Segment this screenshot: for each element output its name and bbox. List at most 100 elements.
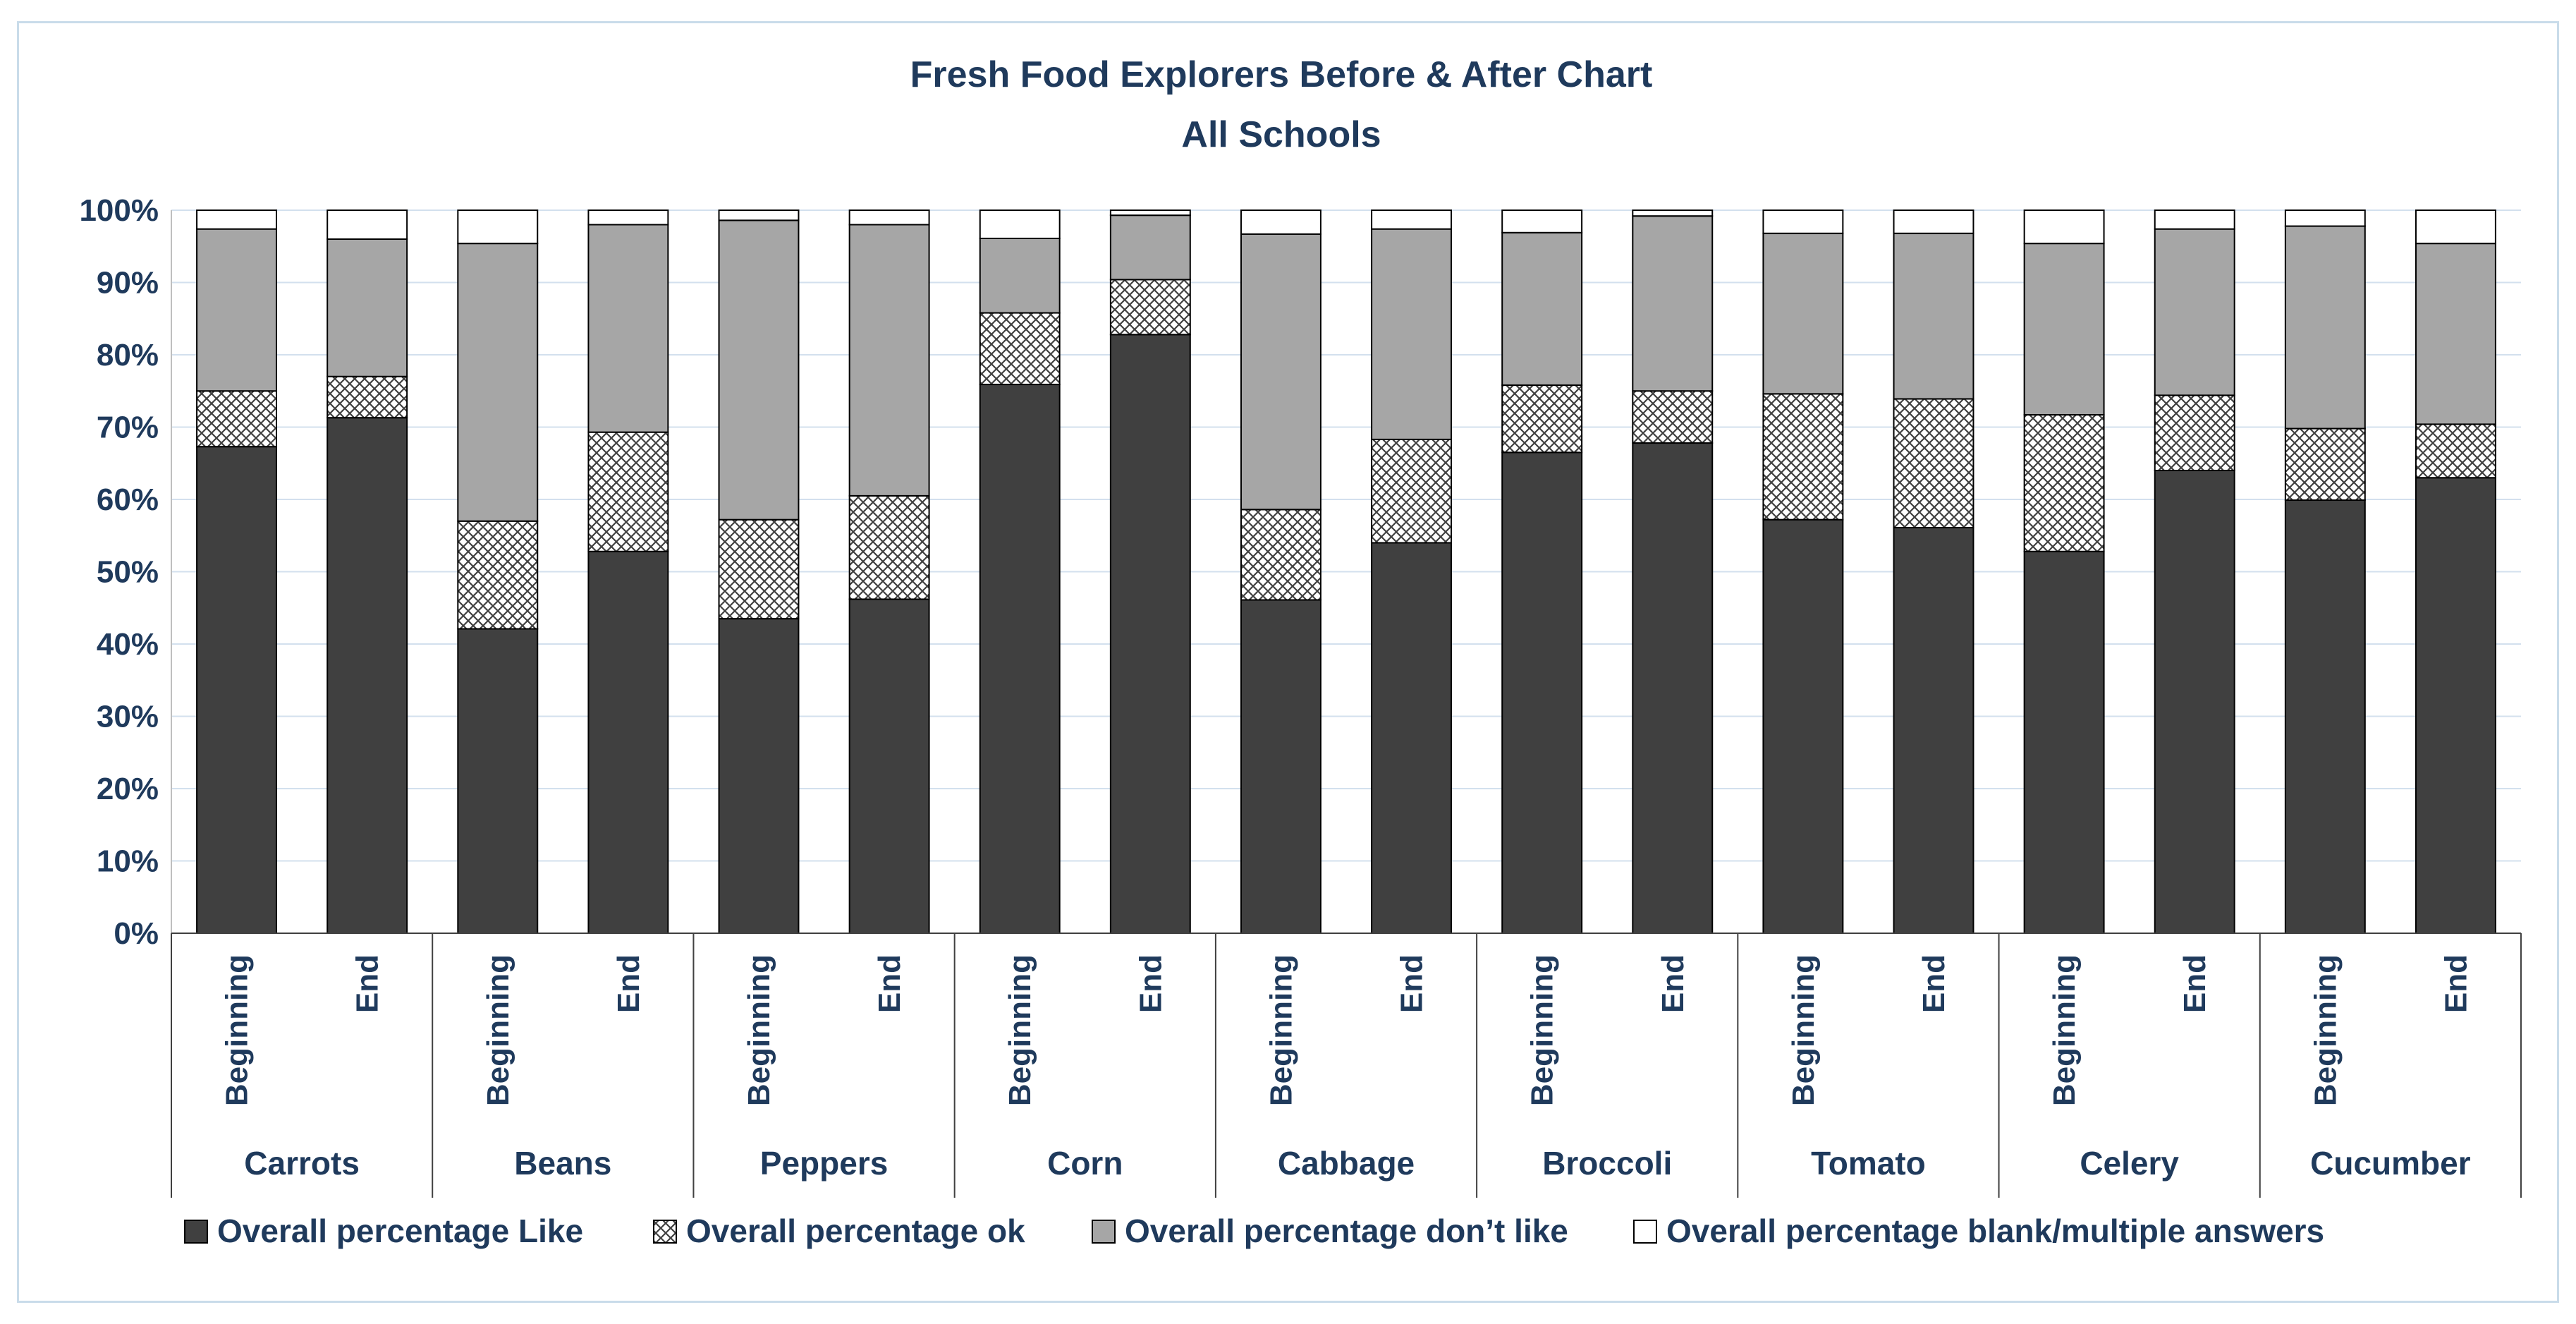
bar-segment <box>1632 215 1714 392</box>
bar-segment <box>2415 477 2496 934</box>
x-sub-category-label: Beginning <box>1264 954 1298 1106</box>
chart-frame: Fresh Food Explorers Before & After Char… <box>17 21 2559 1303</box>
bar-segment <box>2154 209 2235 230</box>
bar-segment <box>1632 390 1714 444</box>
bar-segment <box>1762 393 1844 521</box>
y-tick-label: 70% <box>97 411 159 445</box>
bar-segment <box>2154 394 2235 472</box>
y-tick-label: 80% <box>97 338 159 372</box>
bar-segment <box>1501 209 1583 233</box>
bar-segment <box>1109 334 1191 934</box>
bar-segment <box>979 237 1061 314</box>
bar-segment <box>1762 209 1844 234</box>
bar-segment <box>1109 209 1191 217</box>
bar-segment <box>1501 451 1583 934</box>
x-sub-category-label: Beginning <box>1525 954 1560 1106</box>
x-sub-category-label: End <box>1395 954 1429 1013</box>
x-sub-category-label: End <box>1917 954 1951 1013</box>
bar-segment <box>1371 228 1453 440</box>
bar-segment <box>326 375 408 419</box>
x-group-label: Broccoli <box>1542 1145 1672 1182</box>
chart-title: Fresh Food Explorers Before & After Char… <box>910 54 1653 95</box>
bar-segment <box>587 224 669 433</box>
x-group-label: Beans <box>514 1145 611 1182</box>
x-group-label: Celery <box>2080 1145 2179 1182</box>
y-tick-label: 60% <box>97 482 159 517</box>
x-sub-category-label: Beginning <box>481 954 515 1106</box>
bar-segment <box>848 224 930 497</box>
bar-segment <box>457 209 539 245</box>
bar-segment <box>326 417 408 934</box>
x-sub-category-label: Beginning <box>742 954 776 1106</box>
bar-segment <box>457 628 539 934</box>
x-group-label: Cabbage <box>1278 1145 1415 1182</box>
x-group-label: Corn <box>1047 1145 1123 1182</box>
bar-segment <box>1240 209 1321 235</box>
bar-segment <box>1632 442 1714 934</box>
x-group-label: Tomato <box>1811 1145 1926 1182</box>
legend-label: Overall percentage ok <box>686 1213 1025 1249</box>
bar-segment <box>2023 209 2105 245</box>
x-sub-category-label: End <box>611 954 646 1013</box>
bar-segment <box>1893 526 1974 934</box>
legend-label: Overall percentage blank/multiple answer… <box>1666 1213 2324 1249</box>
bar-segment <box>1501 231 1583 387</box>
x-sub-category-label: End <box>2178 954 2212 1013</box>
bar-segment <box>979 312 1061 386</box>
bar-segment <box>587 209 669 226</box>
x-sub-category-label: End <box>1133 954 1168 1013</box>
stacked-bar-chart: Fresh Food Explorers Before & After Char… <box>79 54 2522 1249</box>
bar-segment <box>718 209 800 221</box>
bar-segment <box>457 243 539 522</box>
x-group-label: Cucumber <box>2310 1145 2471 1182</box>
bar-segment <box>196 390 278 448</box>
legend-label: Overall percentage don’t like <box>1125 1213 1568 1249</box>
x-sub-category-label: End <box>872 954 907 1013</box>
x-sub-category-label: Beginning <box>2047 954 2082 1106</box>
bar-segment <box>718 618 800 934</box>
bar-segment <box>326 238 408 377</box>
bar-segment <box>2154 228 2235 396</box>
bar-segment <box>848 494 930 600</box>
bar-segment <box>587 550 669 934</box>
bar-segment <box>1371 209 1453 230</box>
bar-segment <box>2284 427 2366 502</box>
legend-label: Overall percentage Like <box>217 1213 583 1249</box>
y-tick-label: 20% <box>97 772 159 806</box>
bar-segment <box>2415 243 2496 425</box>
x-sub-category-label: Beginning <box>2308 954 2343 1106</box>
x-sub-category-label: End <box>1656 954 1690 1013</box>
y-tick-label: 100% <box>79 193 159 228</box>
bar-segment <box>196 209 278 230</box>
bar-segment <box>2284 209 2366 227</box>
y-tick-label: 10% <box>97 844 159 879</box>
bar-segment <box>1240 599 1321 934</box>
bar-segment <box>718 219 800 521</box>
bar-segment <box>848 598 930 934</box>
bar-segment <box>979 384 1061 934</box>
bar-segment <box>1893 209 1974 234</box>
bar-segment <box>1893 232 1974 400</box>
chart-subtitle: All Schools <box>1181 114 1381 155</box>
bar-segment <box>1240 233 1321 511</box>
y-tick-label: 90% <box>97 266 159 300</box>
bar-segment <box>1762 518 1844 934</box>
x-sub-category-label: Beginning <box>1786 954 1821 1106</box>
legend-swatch <box>1633 1220 1657 1244</box>
x-sub-category-label: End <box>350 954 385 1013</box>
bar-segment <box>457 520 539 630</box>
bar-segment <box>1371 542 1453 934</box>
bar-segment <box>848 209 930 226</box>
y-tick-label: 40% <box>97 627 159 662</box>
bar-segment <box>2023 550 2105 934</box>
bar-segment <box>1240 509 1321 601</box>
bar-segment <box>1109 214 1191 281</box>
y-tick-label: 30% <box>97 700 159 734</box>
bar-segment <box>2154 470 2235 934</box>
bar-segment <box>1893 398 1974 528</box>
bar-segment <box>196 228 278 392</box>
bar-segment <box>1632 209 1714 217</box>
bar-segment <box>718 518 800 620</box>
x-group-label: Peppers <box>760 1145 889 1182</box>
bar-segment <box>1109 279 1191 336</box>
